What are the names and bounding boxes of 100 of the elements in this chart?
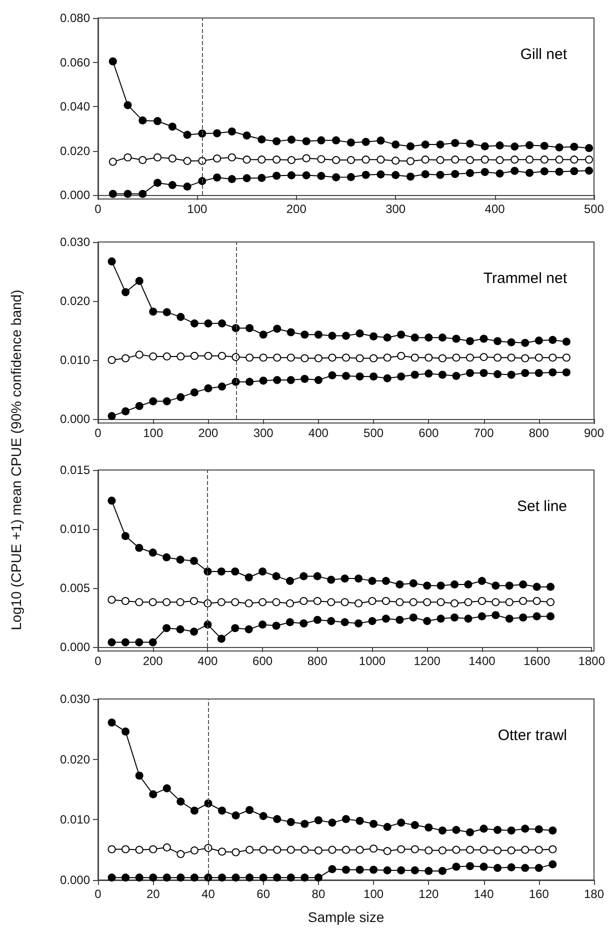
point: [218, 874, 226, 882]
point: [494, 864, 502, 872]
point: [272, 598, 280, 606]
point: [548, 826, 557, 835]
point: [451, 156, 460, 164]
point: [286, 376, 295, 384]
point: [534, 336, 543, 345]
y-tick-label: 0.000: [60, 412, 90, 426]
point: [466, 354, 474, 362]
point: [438, 370, 446, 379]
point: [519, 580, 528, 588]
point: [108, 638, 116, 646]
point: [424, 354, 433, 362]
point: [383, 822, 392, 831]
y-tick-label: 0.030: [60, 692, 90, 706]
point: [496, 156, 504, 164]
point: [138, 190, 147, 198]
point: [480, 156, 489, 164]
point: [452, 372, 460, 380]
point: [258, 174, 266, 182]
point: [356, 866, 364, 874]
point: [382, 596, 390, 605]
point: [272, 572, 280, 580]
point: [313, 572, 322, 580]
point: [340, 618, 349, 626]
point: [287, 171, 296, 180]
point: [436, 582, 445, 590]
point: [135, 846, 144, 854]
point: [121, 638, 130, 646]
point: [149, 874, 158, 882]
point: [397, 845, 406, 854]
point: [507, 863, 516, 872]
point: [548, 845, 557, 854]
x-axis-title: Sample size: [308, 909, 384, 925]
x-tick-label: 600: [418, 426, 439, 440]
point: [108, 158, 117, 166]
point: [424, 334, 433, 342]
point: [300, 596, 308, 605]
point: [532, 596, 541, 605]
point: [121, 532, 130, 540]
point: [213, 154, 222, 162]
point: [548, 860, 557, 868]
point: [313, 596, 322, 605]
point: [108, 845, 116, 854]
x-tick-label: 700: [474, 426, 494, 440]
point: [302, 171, 310, 180]
point: [562, 338, 570, 346]
point: [314, 846, 322, 854]
point: [314, 330, 322, 339]
point: [190, 806, 198, 815]
point: [510, 142, 519, 151]
point: [546, 598, 555, 606]
x-tick-label: 0: [94, 654, 102, 668]
point: [505, 614, 514, 623]
point: [532, 612, 541, 620]
y-tick-label: 0.015: [60, 463, 90, 477]
point: [138, 156, 147, 164]
x-tick-label: 800: [307, 654, 328, 668]
point: [370, 372, 378, 381]
y-tick-label: 0.020: [60, 144, 90, 158]
point: [204, 319, 212, 328]
point: [356, 846, 364, 854]
point: [176, 556, 184, 564]
point: [406, 157, 414, 166]
point: [452, 334, 460, 343]
point: [555, 168, 564, 176]
point: [302, 154, 310, 162]
point: [340, 598, 349, 606]
point: [478, 576, 486, 585]
point: [540, 167, 548, 176]
point: [505, 582, 514, 590]
point: [300, 820, 309, 828]
point: [436, 140, 444, 149]
point: [438, 846, 446, 854]
point: [362, 156, 370, 164]
point: [526, 156, 534, 164]
point: [217, 598, 226, 606]
point: [397, 372, 406, 381]
point: [383, 866, 392, 874]
point: [368, 617, 376, 626]
point: [317, 136, 326, 144]
point: [451, 139, 460, 148]
point: [392, 140, 400, 149]
point: [135, 544, 144, 552]
point: [438, 354, 446, 362]
point: [108, 356, 116, 364]
point: [397, 866, 406, 874]
point: [273, 354, 282, 362]
point: [122, 845, 130, 854]
point: [342, 354, 350, 362]
point: [328, 354, 336, 362]
point: [342, 866, 350, 874]
point: [397, 818, 406, 827]
point: [409, 579, 418, 588]
point: [286, 874, 295, 882]
point: [521, 864, 530, 872]
point: [258, 135, 266, 144]
point: [526, 141, 534, 150]
point: [162, 624, 171, 632]
point: [436, 156, 444, 164]
